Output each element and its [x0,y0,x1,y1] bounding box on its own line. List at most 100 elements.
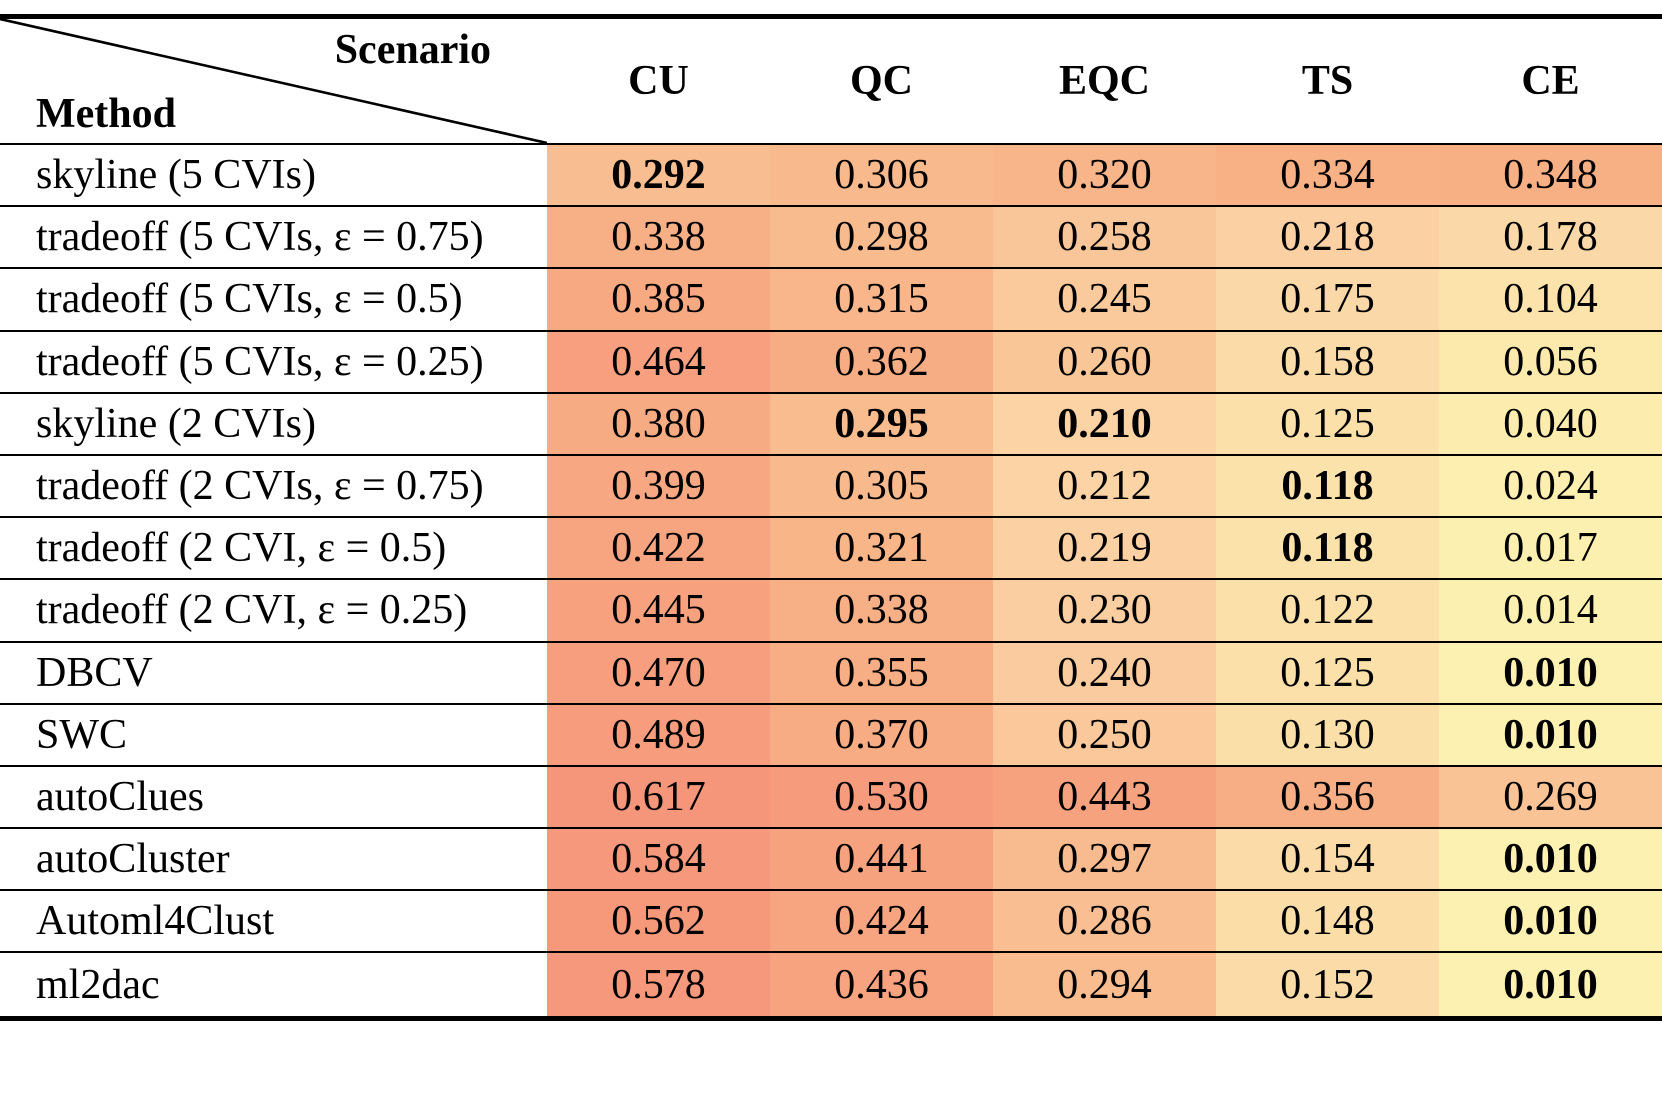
value-cell: 0.298 [770,207,993,268]
value-cell: 0.297 [993,829,1216,890]
value-cell: 0.230 [993,580,1216,641]
value-cell: 0.104 [1439,269,1662,330]
value-cell: 0.306 [770,145,993,206]
value-cell: 0.424 [770,891,993,952]
value-cell: 0.617 [547,766,770,828]
method-label: tradeoff (2 CVIs, ε = 0.75) [0,455,547,517]
column-header-qc: QC [850,58,913,104]
results-heatmap-table: Scenario Method CU QC EQC TS CE skyline … [0,14,1662,1021]
value-cell: 0.118 [1216,455,1439,517]
value-cell: 0.470 [547,642,770,703]
value-cell: 0.056 [1439,331,1662,392]
method-label: tradeoff (2 CVI, ε = 0.25) [0,580,547,641]
value-cell: 0.348 [1439,145,1662,206]
column-header-cu: CU [628,58,689,104]
table-header-row: Scenario Method CU QC EQC TS CE [0,19,1662,145]
value-cell: 0.362 [770,331,993,392]
value-cell: 0.010 [1439,642,1662,703]
value-cell: 0.240 [993,642,1216,703]
diagonal-divider-line [0,19,547,143]
value-cell: 0.024 [1439,455,1662,517]
value-cell: 0.321 [770,518,993,579]
value-cell: 0.286 [993,891,1216,952]
value-cell: 0.445 [547,580,770,641]
value-cell: 0.489 [547,704,770,765]
column-header-ce: CE [1521,58,1580,104]
table-row: skyline (2 CVIs) 0.380 0.295 0.210 0.125 0.0… [0,393,1662,456]
method-label: tradeoff (2 CVI, ε = 0.5) [0,518,547,579]
value-cell: 0.158 [1216,331,1439,392]
corner-method-label: Method [36,90,176,137]
value-cell: 0.130 [1216,704,1439,765]
method-label: Automl4Clust [0,891,547,952]
value-cell: 0.010 [1439,829,1662,890]
method-label: autoClues [0,766,547,828]
table-row: tradeoff (5 CVIs, ε = 0.5) 0.385 0.315 0.2… [0,269,1662,332]
value-cell: 0.292 [547,145,770,206]
method-label: skyline (5 CVIs) [0,145,547,206]
value-cell: 0.118 [1216,518,1439,579]
value-cell: 0.260 [993,331,1216,392]
value-cell: 0.356 [1216,766,1439,828]
value-cell: 0.294 [993,953,1216,1016]
table-body: skyline (5 CVIs) 0.292 0.306 0.320 0.334 0.3… [0,145,1662,1016]
column-header-ts: TS [1301,58,1354,104]
value-cell: 0.148 [1216,891,1439,952]
method-label: skyline (2 CVIs) [0,393,547,454]
value-cell: 0.245 [993,269,1216,330]
value-cell: 0.125 [1216,393,1439,454]
value-cell: 0.315 [770,269,993,330]
table-row: tradeoff (5 CVIs, ε = 0.25) 0.464 0.362 0.… [0,331,1662,394]
table-row: tradeoff (2 CVIs, ε = 0.75) 0.399 0.305 0.… [0,455,1662,519]
value-cell: 0.250 [993,704,1216,765]
corner-cell: Scenario Method [0,19,547,143]
value-cell: 0.219 [993,518,1216,579]
value-cell: 0.338 [547,207,770,268]
corner-scenario-label: Scenario [334,27,491,73]
table-row: skyline (5 CVIs) 0.292 0.306 0.320 0.334 0.3… [0,145,1662,208]
method-label: tradeoff (5 CVIs, ε = 0.75) [0,207,547,268]
value-cell: 0.464 [547,331,770,392]
value-cell: 0.295 [770,393,993,454]
value-cell: 0.320 [993,145,1216,206]
value-cell: 0.334 [1216,145,1439,206]
value-cell: 0.258 [993,207,1216,268]
method-label: DBCV [0,642,547,703]
method-label: SWC [0,704,547,765]
table-row: tradeoff (5 CVIs, ε = 0.75) 0.338 0.298 0.… [0,207,1662,270]
value-cell: 0.370 [770,704,993,765]
value-cell: 0.385 [547,269,770,330]
value-cell: 0.178 [1439,207,1662,268]
method-label: tradeoff (5 CVIs, ε = 0.25) [0,331,547,392]
value-cell: 0.380 [547,393,770,454]
table-row: Automl4Clust 0.562 0.424 0.286 0.148 0.010 [0,891,1662,954]
value-cell: 0.154 [1216,829,1439,890]
table-row: tradeoff (2 CVI, ε = 0.5) 0.422 0.321 0.21… [0,518,1662,581]
value-cell: 0.441 [770,829,993,890]
value-cell: 0.210 [993,393,1216,454]
value-cell: 0.578 [547,953,770,1016]
value-cell: 0.017 [1439,518,1662,579]
table-row: autoCluster 0.584 0.441 0.297 0.154 0.010 [0,829,1662,892]
value-cell: 0.010 [1439,953,1662,1016]
table-row: SWC 0.489 0.370 0.250 0.130 0.010 [0,704,1662,767]
method-label: autoCluster [0,829,547,890]
value-cell: 0.010 [1439,891,1662,952]
value-cell: 0.122 [1216,580,1439,641]
method-label: ml2dac [0,953,547,1016]
value-cell: 0.175 [1216,269,1439,330]
column-header-eqc: EQC [1058,58,1150,104]
table-row: DBCV 0.470 0.355 0.240 0.125 0.010 [0,642,1662,705]
value-cell: 0.584 [547,829,770,890]
value-cell: 0.436 [770,953,993,1016]
value-cell: 0.355 [770,642,993,703]
value-cell: 0.218 [1216,207,1439,268]
table-row: ml2dac 0.578 0.436 0.294 0.152 0.010 [0,953,1662,1016]
table-row: tradeoff (2 CVI, ε = 0.25) 0.445 0.338 0.2… [0,580,1662,643]
table-row: autoClues 0.617 0.530 0.443 0.356 0.269 [0,766,1662,830]
value-cell: 0.338 [770,580,993,641]
value-cell: 0.562 [547,891,770,952]
value-cell: 0.399 [547,455,770,517]
value-cell: 0.040 [1439,393,1662,454]
value-cell: 0.152 [1216,953,1439,1016]
